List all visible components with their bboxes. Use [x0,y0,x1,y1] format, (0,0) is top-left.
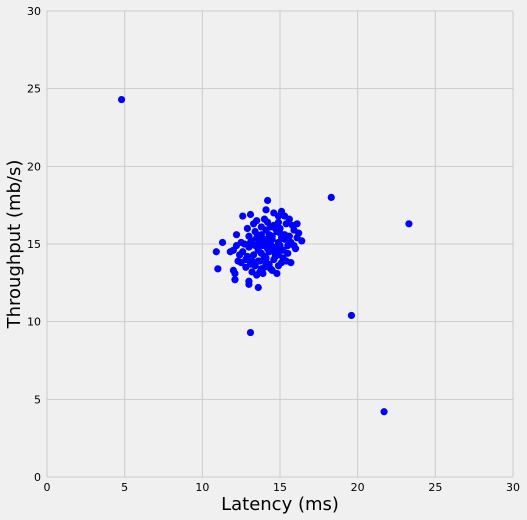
data-point [231,269,239,278]
data-point [262,254,270,262]
y-tick-label-2: 10 [27,316,41,329]
data-point [380,408,388,416]
x-tick-label-4: 20 [351,481,365,494]
y-axis-label: Throughput (mb/s) [4,160,25,330]
data-point [284,241,292,250]
data-point [293,234,301,242]
y-tick-label-4: 20 [27,160,41,173]
data-point [271,252,279,261]
data-point [268,235,276,243]
x-axis-label: Latency (ms) [221,494,339,515]
data-point [254,257,262,265]
tick-labels: 0 5 10 15 20 25 30 0 5 10 15 20 25 30 [27,5,520,494]
data-point [327,193,335,201]
data-point [273,269,281,278]
data-point [347,311,356,320]
data-point [263,196,272,205]
data-point [117,95,126,104]
data-point [246,238,255,247]
x-tick-label-2: 10 [195,481,209,494]
data-point [285,232,293,240]
data-point [288,221,297,229]
data-point [274,212,283,220]
data-point [245,280,253,288]
data-point [257,249,265,257]
data-point [246,328,255,337]
data-point [281,212,289,220]
data-point [259,269,267,278]
data-point [256,235,264,243]
data-point [260,215,269,223]
data-point [239,212,247,220]
data-point [267,265,275,273]
data-point [290,241,298,250]
y-tick-label-5: 25 [27,83,41,96]
data-point [254,283,262,292]
data-point [246,210,255,219]
data-point [277,259,286,267]
data-point [265,241,273,250]
y-tick-label-3: 15 [27,238,41,251]
data-point [282,220,290,228]
y-tick-label-0: 0 [34,471,41,484]
data-point [232,231,241,239]
data-point [251,227,259,236]
data-point [214,265,222,273]
data-point [236,251,244,259]
data-point [242,263,250,271]
data-point [271,224,279,233]
data-point [243,224,251,233]
data-point [218,238,227,247]
data-point [287,259,295,267]
x-tick-label-0: 0 [44,481,51,494]
data-point [212,248,220,256]
data-point [232,241,241,250]
y-tick-label-1: 5 [34,393,41,406]
data-point [249,251,258,259]
data-point [253,217,261,225]
data-point [276,229,284,237]
y-tick-label-6: 30 [27,5,41,18]
x-tick-label-1: 5 [121,481,128,494]
grid-lines [46,10,514,478]
data-point [237,259,245,267]
data-point [405,220,413,228]
x-tick-label-5: 25 [428,481,442,494]
x-tick-label-3: 15 [273,481,287,494]
data-point [260,263,269,271]
data-points [117,95,413,416]
data-point [231,276,239,284]
x-tick-label-6: 30 [506,481,520,494]
data-point [273,246,281,254]
data-point [248,257,256,265]
data-point [262,206,270,214]
